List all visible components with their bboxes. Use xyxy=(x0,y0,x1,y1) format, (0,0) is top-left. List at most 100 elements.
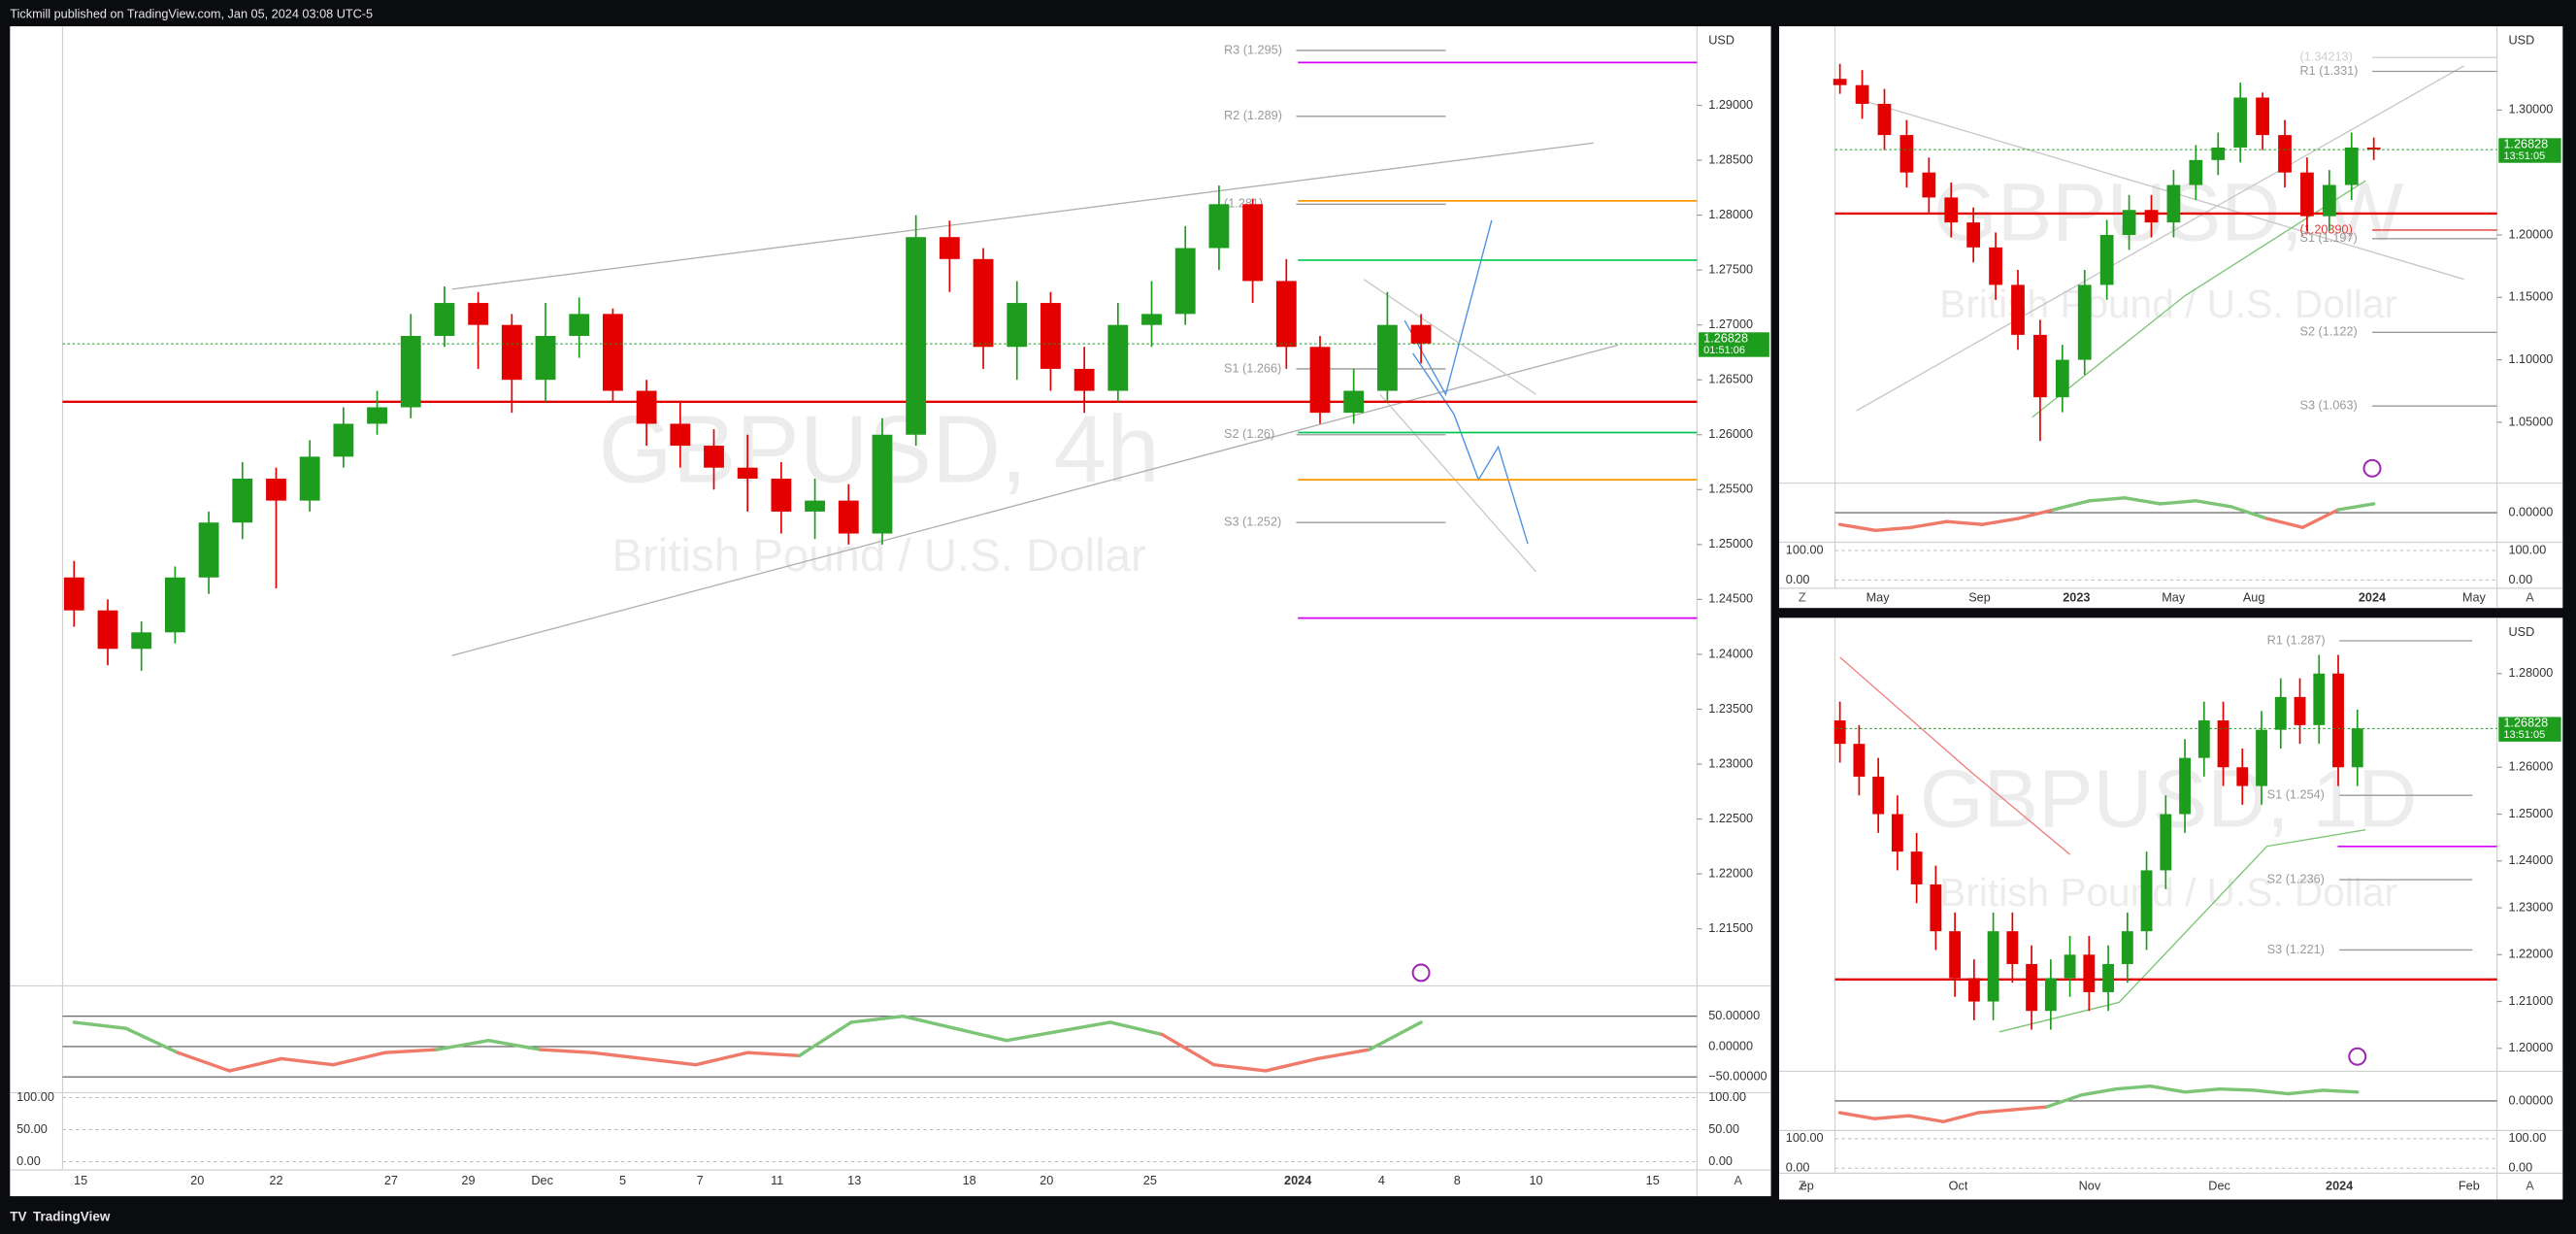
oscillator-segment xyxy=(745,1051,802,1058)
candle-body xyxy=(2344,147,2359,185)
stochastic-left-label: 0.00 xyxy=(1786,573,1810,586)
oscillator-tick-label: −50.00000 xyxy=(1708,1070,1767,1084)
pivot-label: S2 (1.26) xyxy=(1224,427,1274,441)
x-tick-label: Aug xyxy=(2243,590,2265,604)
oscillator-segment xyxy=(694,1051,749,1067)
candle-body xyxy=(2077,284,2092,360)
candle-body xyxy=(1910,851,1923,884)
candle-body xyxy=(2011,284,2025,335)
oscillator-segment xyxy=(2016,508,2056,520)
candle-body xyxy=(838,500,859,534)
candle-body xyxy=(569,314,590,336)
pivot-label: S1 (1.197) xyxy=(2300,231,2358,245)
stochastic-tick-label: 0.00 xyxy=(2508,573,2532,586)
candle-body xyxy=(164,577,185,633)
candle-body xyxy=(1833,79,1847,85)
oscillator-segment xyxy=(1907,1114,1945,1123)
y-tick-label: 1.05000 xyxy=(2508,415,2553,428)
pivot-label: S3 (1.063) xyxy=(2300,399,2358,413)
x-tick-label: 5 xyxy=(619,1174,626,1187)
candle-body xyxy=(2189,159,2203,185)
pane xyxy=(1779,26,2563,609)
y-tick-label: 1.20000 xyxy=(2508,227,2553,241)
candle-body xyxy=(1208,204,1230,249)
candle-body xyxy=(1891,814,1903,852)
oscillator-segment xyxy=(2087,496,2127,503)
candle-body xyxy=(2236,767,2249,786)
candle-body xyxy=(1987,931,1999,1002)
candle-body xyxy=(266,478,286,501)
y-tick-label: 1.26000 xyxy=(2508,760,2553,774)
candle-body xyxy=(2233,97,2248,148)
y-tick-label: 1.24000 xyxy=(1708,647,1753,660)
oscillator-segment xyxy=(1368,1020,1423,1051)
scale-button[interactable]: Z xyxy=(1799,590,1806,604)
alert-icon[interactable] xyxy=(1411,963,1431,983)
candle-body xyxy=(1877,103,1892,136)
oscillator-segment xyxy=(1976,1108,2015,1115)
candle-body xyxy=(1343,390,1365,414)
y-tick-label: 1.25500 xyxy=(1708,483,1753,496)
candle-body xyxy=(1853,744,1866,777)
y-tick-label: 1.23000 xyxy=(2508,900,2553,914)
candle-body xyxy=(670,423,691,447)
candle-body xyxy=(2122,210,2136,235)
oscillator-segment xyxy=(1944,519,1985,526)
drawing xyxy=(451,142,1594,290)
candle-body xyxy=(1410,324,1432,344)
candle-body xyxy=(1930,884,1942,932)
scale-button[interactable]: A xyxy=(1734,1174,1742,1187)
oscillator-segment xyxy=(1837,1111,1876,1120)
candle-body xyxy=(2366,147,2381,150)
scale-button[interactable]: A xyxy=(2526,1179,2534,1192)
candle-body xyxy=(1989,247,2002,285)
drawing xyxy=(1839,656,2071,855)
oscillator-segment xyxy=(1005,1029,1061,1043)
stochastic-tick-label: 100.00 xyxy=(2508,543,2546,556)
alert-icon[interactable] xyxy=(2362,458,2382,478)
candle-body xyxy=(737,467,758,479)
stochastic-tick-label: 100.00 xyxy=(2508,1131,2546,1145)
pivot-label: (1.20390) xyxy=(2300,222,2353,236)
candle-body xyxy=(2006,931,2019,964)
candle-body xyxy=(1899,135,1914,173)
oscillator-segment xyxy=(2194,499,2233,509)
currency-label: USD xyxy=(2508,34,2534,48)
bar-countdown: 13:51:05 xyxy=(2503,729,2545,741)
brand[interactable]: TradingView xyxy=(33,1210,111,1224)
x-tick-label: 15 xyxy=(1646,1174,1660,1187)
symbol-description: British Pound / U.S. Dollar xyxy=(1939,870,2397,915)
y-tick-label: 1.25000 xyxy=(2508,807,2553,820)
stochastic-tick-label: 100.00 xyxy=(1708,1090,1746,1104)
scale-button[interactable]: Z xyxy=(1799,1179,1806,1192)
x-tick-label: 2024 xyxy=(2326,1179,2353,1192)
drawing xyxy=(1379,393,1537,573)
candle-body xyxy=(400,335,421,408)
alert-icon[interactable] xyxy=(2348,1047,2367,1066)
candle-body xyxy=(2144,210,2159,223)
y-tick-label: 1.24000 xyxy=(2508,853,2553,867)
candle-body xyxy=(131,632,152,650)
oscillator-segment xyxy=(1873,525,1913,533)
x-tick-label: ep xyxy=(1800,1179,1814,1192)
candle-body xyxy=(2197,720,2210,758)
candle-body xyxy=(2102,963,2115,992)
x-tick-label: May xyxy=(2462,590,2487,604)
scale-button[interactable]: A xyxy=(2526,590,2534,604)
oscillator-segment xyxy=(797,1020,853,1058)
y-tick-label: 1.27000 xyxy=(1708,317,1753,331)
oscillator-segment xyxy=(2229,505,2269,520)
y-tick-label: 1.21000 xyxy=(2508,994,2553,1008)
oscillator-segment xyxy=(2079,1087,2118,1097)
candle-body xyxy=(1376,324,1398,391)
candle-body xyxy=(501,324,522,381)
oscillator-segment xyxy=(176,1051,232,1073)
pane xyxy=(10,26,1771,1197)
oscillator-segment xyxy=(1264,1056,1320,1073)
pivot-label: S2 (1.236) xyxy=(2267,872,2325,885)
candle-body xyxy=(1007,303,1028,348)
stochastic-left-label: 0.00 xyxy=(17,1154,41,1168)
y-tick-label: 1.28500 xyxy=(1708,152,1753,166)
drawing xyxy=(1404,219,1493,396)
